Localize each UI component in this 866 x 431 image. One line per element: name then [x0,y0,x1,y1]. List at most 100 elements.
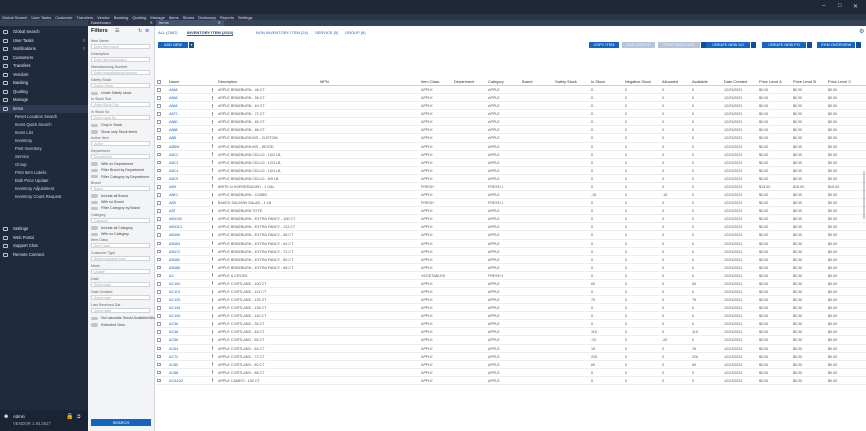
filter-input-0[interactable]: Enter item name [91,44,150,49]
row-checkbox[interactable] [157,265,161,270]
action-button-create-new-po[interactable]: CREATE NEW PO [762,42,806,48]
table-row[interactable]: AB4113 APPLE BRAEBURN - EXTRA FANCY - 113… [155,223,866,232]
item-name-link[interactable]: A848 [169,88,178,92]
sidebar-item-global-search[interactable]: Global Search [0,28,88,36]
sidebar-subitem-group[interactable]: Group [15,162,27,167]
sidebar-subitem-items-quick-search[interactable]: Items Quick Search [15,122,52,127]
row-checkbox[interactable] [157,136,161,141]
item-name-link[interactable]: A8B [169,136,176,141]
row-handle-icon[interactable] [212,176,214,182]
logout-icon[interactable]: ➲ [76,414,82,420]
row-checkbox[interactable] [157,104,161,108]
sidebar-subitem-service[interactable]: Service [15,154,29,159]
sidebar-item-quoting[interactable]: Quoting [0,88,88,96]
row-handle-icon[interactable] [212,249,214,255]
column-header-safety-stock[interactable]: Safety Stock [555,79,577,84]
table-row[interactable]: A8C3 APPLE BRAEBURN CELLO - 12/3 LB APPLE A… [155,159,866,167]
menu-item-settings[interactable]: Settings [237,14,253,20]
column-header-available[interactable]: Available [692,79,708,84]
sidebar-item-items[interactable]: Items [0,104,88,113]
vertical-scrollbar[interactable] [863,171,865,219]
item-name-link[interactable]: AC138 [169,306,181,311]
row-handle-icon[interactable] [212,103,214,109]
row-checkbox[interactable] [157,338,161,343]
item-name-link[interactable]: A872 [169,112,178,117]
toggle-no-brand[interactable]: With no Brand [91,200,124,204]
row-handle-icon[interactable] [212,160,214,166]
row-checkbox[interactable] [157,96,161,100]
table-row[interactable]: A888 APPLE BRAEBURN - 88 CT APPLE APPLE 0 0 0 0… [155,126,866,135]
column-header-category[interactable]: Category [488,79,504,84]
sidebar-item-customers[interactable]: Customers [0,54,88,62]
item-name-link[interactable]: AC80 [169,362,179,367]
toggle-brand-by-dept[interactable]: Filter Brand by Department [91,168,144,172]
maximize-icon[interactable]: □ [838,3,842,9]
row-checkbox[interactable] [157,298,161,302]
row-handle-icon[interactable] [212,241,214,247]
row-handle-icon[interactable] [212,95,214,101]
table-row[interactable]: A872 APPLE BRAEBURN - 72 CT APPLE APPLE 0 0 0 0… [155,110,866,119]
last-received-input[interactable]: Select date [91,308,150,314]
item-name-link[interactable]: A8T [169,209,176,214]
sidebar-item-user-tasks[interactable]: User Tasks 0 [0,37,88,45]
customer-type-select[interactable]: Select customer type [91,256,150,262]
item-name-link[interactable]: A856 [169,96,178,101]
toggle-no-department[interactable]: With no Department [91,162,133,166]
item-name-link[interactable]: AB488 [169,265,181,270]
item-name-link[interactable]: A8S [169,201,176,206]
menu-item-reports[interactable]: Reports [219,14,234,20]
row-handle-icon[interactable] [212,144,214,150]
sidebar-item-web-portal[interactable]: Web Portal [0,234,88,242]
table-row[interactable]: AC72 APPLE CORTLAND - 72 CT APPLE APPLE 226 0… [155,353,866,361]
tab-3[interactable]: SERVICE (5) [315,30,339,35]
row-handle-icon[interactable] [212,265,214,271]
table-row[interactable]: AC140 APPLE CORTLAND - 140 CT APPLE APPLE 0 0… [155,312,866,321]
sidebar-subitem-print-item-labels[interactable]: Print Item Labels [15,170,47,175]
column-header-price-level-b[interactable]: Price Level B [793,79,816,84]
mode-select[interactable]: Update [91,269,150,275]
toggle-include-all-category[interactable]: Include all Category [91,226,133,230]
toggle-category-by-brand[interactable]: Filter Category by Brand [91,206,140,210]
item-name-link[interactable]: A8K1 [169,193,179,198]
sidebar-item-support-chat[interactable]: Support Chat [0,242,88,250]
sidebar-subitem-items-list[interactable]: Items List [15,130,33,135]
department-select[interactable]: Department [91,153,150,159]
in-stock-sub-input[interactable]: Enter Stock Sub [91,102,150,108]
row-checkbox[interactable] [157,273,161,278]
table-row[interactable]: AC36 APPLE CORTLAND - 36 CT APPLE APPLE 0 0 0 0… [155,320,866,329]
row-checkbox[interactable] [157,314,161,318]
item-class-select[interactable]: Item Class [91,243,150,249]
row-checkbox[interactable] [157,290,161,294]
row-handle-icon[interactable] [212,184,214,190]
action-button-print-barcode[interactable]: PRINT BARCODE [658,42,700,48]
row-handle-icon[interactable] [212,192,214,198]
menu-item-stores[interactable]: Stores [182,14,195,20]
tab-0[interactable]: ALL (2587) [158,30,178,35]
row-checkbox[interactable] [157,241,161,246]
brand-select[interactable]: Brand [91,185,150,191]
row-checkbox[interactable] [157,112,161,116]
filter-input-1[interactable]: Enter item description [91,57,150,62]
toggle-not-calculate-stock[interactable]: Not calculate Stock/ Available/Allocated [91,316,164,320]
row-checkbox[interactable] [157,209,161,213]
column-header-price-level-a[interactable]: Price Level A [759,79,782,84]
table-row[interactable]: AB456 APPLE BRAEBURN - EXTRA FANCY - 56 C… [155,231,866,240]
table-row[interactable]: A848 APPLE BRAEBURN - 48 CT APPLE APPLE 0 0 0 0… [155,86,866,95]
table-row[interactable]: A8T APPLE BRAEBURN TOTE APPLE APPLE 0 0 0 0 12/2… [155,207,866,216]
row-handle-icon[interactable] [212,200,214,206]
date-input[interactable]: Select date [91,282,150,288]
table-row[interactable]: AC APPLE & CROSS VEGETABLES FRESH 1 0 0 0 0 12/2… [155,272,866,280]
item-name-link[interactable]: AC56 [169,338,179,343]
item-name-link[interactable]: AB480 [169,257,181,262]
row-checkbox[interactable] [157,217,161,221]
item-name-link[interactable]: AC [169,273,175,278]
category-select[interactable]: Category [91,217,150,223]
table-row[interactable]: A864 APPLE BRAEBURN - 64 CT APPLE APPLE 0 0 0 0… [155,102,866,111]
table-row[interactable]: A8C2 APPLE BRAEBURN CELLO - 10/2 LB APPLE A… [155,151,866,159]
table-row[interactable]: AB464 APPLE BRAEBURN - EXTRA FANCY - 64 C… [155,240,866,248]
row-handle-icon[interactable] [212,362,214,368]
table-row[interactable]: AC48 APPLE CORTLAND - 48 CT APPLE APPLE 110 0… [155,328,866,337]
action-button-create-new-so[interactable]: CREATE NEW SO [706,42,750,48]
lock-icon[interactable]: 🔒 [66,414,74,420]
item-name-link[interactable]: AC36 [169,322,179,327]
